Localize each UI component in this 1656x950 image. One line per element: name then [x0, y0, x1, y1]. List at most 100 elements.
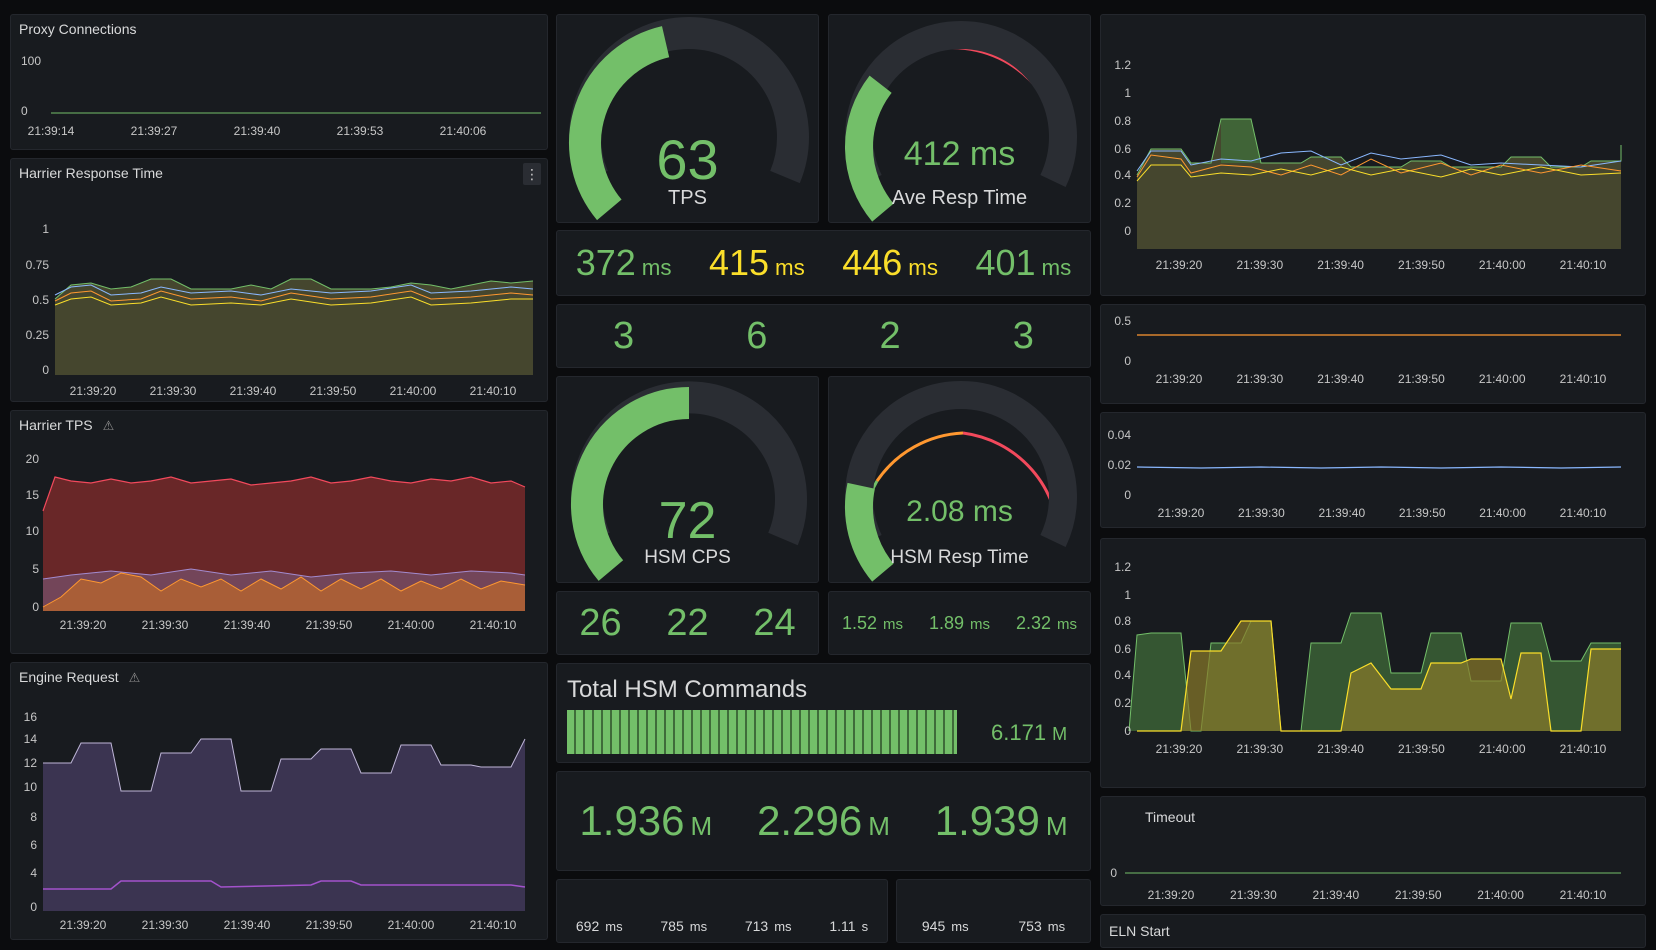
- x-tick-label: 21:39:20: [1156, 258, 1203, 272]
- x-tick-label: 21:39:50: [1395, 888, 1442, 902]
- time-stat-1: 692 ms: [575, 918, 623, 934]
- harrier-response-time-panel[interactable]: Harrier Response Time ⋮ 1 0.75 0.5 0.25 0 21:…: [10, 158, 548, 402]
- right-chart-2-panel[interactable]: 0.5 0 21:39:20 21:39:30 21:39:40 21:39:50 21:4…: [1100, 304, 1646, 404]
- y-tick-label: 15: [26, 488, 40, 502]
- y-tick-label: 0.04: [1108, 428, 1132, 442]
- x-tick-label: 21:39:53: [337, 124, 384, 138]
- x-tick-label: 21:40:10: [1560, 372, 1607, 386]
- y-tick-label: 1: [1124, 86, 1131, 100]
- panel-title: Engine Request ⚠: [19, 669, 140, 686]
- x-tick-label: 21:39:30: [150, 384, 197, 398]
- count-stat-1: 3: [613, 314, 635, 357]
- x-tick-label: 21:39:40: [1317, 372, 1364, 386]
- proxy-connections-panel[interactable]: Proxy Connections 100 0 21:39:14 21:39:27 21…: [10, 14, 548, 150]
- gauge-value: 63: [656, 128, 719, 191]
- gauge-label: HSM CPS: [644, 547, 731, 568]
- y-tick-label: 12: [24, 756, 38, 770]
- harrier-tps-chart: 20 15 10 5 0 21:39:20 21:39:30 21:39:40 21:39:50…: [26, 452, 526, 632]
- y-tick-label: 100: [21, 54, 41, 68]
- gauge-label: HSM Resp Time: [890, 547, 1029, 568]
- count-stat-3: 2: [879, 314, 901, 357]
- bottom-right-times-panel[interactable]: 945 ms 753 ms: [896, 879, 1091, 943]
- panel-title: Harrier Response Time: [19, 165, 163, 181]
- engine-request-panel[interactable]: Engine Request ⚠ 16 14 12 10 8 6 4 0 21:39:20 21:3…: [10, 662, 548, 940]
- x-tick-label: 21:40:10: [1560, 258, 1607, 272]
- x-tick-label: 21:39:20: [1158, 506, 1205, 520]
- right-chart-1-panel[interactable]: 1.2 1 0.8 0.6 0.4 0.2 0 21:39:20 21:39:30 21:39:4…: [1100, 14, 1646, 296]
- engine-request-chart: 16 14 12 10 8 6 4 0 21:39:20 21:39:30 21:39:40 21:3…: [24, 710, 526, 932]
- hsm-times-panel[interactable]: 1.52 ms 1.89 ms 2.32 ms: [828, 591, 1091, 655]
- hsm-cps-gauge-panel[interactable]: 72 HSM CPS: [556, 376, 819, 583]
- eln-start-panel[interactable]: ELN Start: [1100, 914, 1646, 948]
- hsm-counts-panel[interactable]: 26 22 24: [556, 591, 819, 655]
- y-tick-label: 0: [1124, 224, 1131, 238]
- tps-gauge-panel[interactable]: 63 TPS: [556, 14, 819, 223]
- x-tick-label: 21:39:14: [28, 124, 75, 138]
- hsm-time-1: 1.52 ms: [841, 612, 904, 633]
- y-tick-label: 0: [1110, 866, 1117, 880]
- harrier-tps-panel[interactable]: Harrier TPS ⚠ 20 15 10 5 0 21:39:20 21:39:30 21:…: [10, 410, 548, 654]
- x-tick-label: 21:40:00: [388, 918, 435, 932]
- time-stat-3: 713 ms: [744, 918, 792, 934]
- x-tick-label: 21:39:50: [306, 918, 353, 932]
- time-stat-2: 785 ms: [660, 918, 708, 934]
- y-tick-label: 0.25: [26, 328, 50, 342]
- hsm-resp-gauge: [844, 381, 1077, 582]
- gauge-value: 2.08 ms: [906, 495, 1013, 528]
- y-tick-label: 0.8: [1114, 114, 1131, 128]
- harrier-response-chart: 1 0.75 0.5 0.25 0 21:39:20 21:39:30 21:39:40 21:…: [26, 222, 534, 398]
- ave-resp-time-gauge-panel[interactable]: 412 ms Ave Resp Time: [828, 14, 1091, 223]
- x-tick-label: 21:39:20: [1148, 888, 1195, 902]
- y-tick-label: 0.4: [1114, 168, 1131, 182]
- y-tick-label: 0.75: [26, 258, 50, 272]
- y-tick-label: 0: [32, 600, 39, 614]
- right-chart-4-panel[interactable]: 1.2 1 0.8 0.6 0.4 0.2 0 21:39:20 21:39:30 21:39:4…: [1100, 538, 1646, 788]
- warning-icon[interactable]: ⚠: [102, 418, 115, 433]
- count-stats-panel[interactable]: 3 6 2 3: [556, 304, 1091, 368]
- x-tick-label: 21:40:00: [1479, 258, 1526, 272]
- y-tick-label: 4: [30, 866, 37, 880]
- tps-gauge: [569, 17, 809, 221]
- hsm-resp-time-gauge-panel[interactable]: 2.08 ms HSM Resp Time: [828, 376, 1091, 583]
- x-tick-label: 21:39:30: [1236, 372, 1283, 386]
- x-tick-label: 21:40:00: [390, 384, 437, 398]
- gauge-value: 72: [658, 492, 717, 550]
- y-tick-label: 0: [21, 104, 28, 118]
- bottom-left-times-panel[interactable]: 692 ms 785 ms 713 ms 1.11 s: [556, 879, 888, 943]
- x-tick-label: 21:39:30: [1236, 742, 1283, 756]
- time-stat-6: 753 ms: [1018, 918, 1066, 934]
- x-tick-label: 21:40:10: [470, 618, 517, 632]
- x-tick-label: 21:39:40: [230, 384, 277, 398]
- timeout-panel[interactable]: Timeout 0 21:39:20 21:39:30 21:39:40 21:39:5…: [1100, 796, 1646, 906]
- right-chart-3-panel[interactable]: 0.04 0.02 0 21:39:20 21:39:30 21:39:40 21:39:5…: [1100, 412, 1646, 528]
- response-stats-panel[interactable]: 372 ms 415 ms 446 ms 401 ms: [556, 230, 1091, 296]
- hsm-count-3: 24: [753, 601, 796, 644]
- x-tick-label: 21:39:30: [1236, 258, 1283, 272]
- y-tick-label: 0: [30, 900, 37, 914]
- x-tick-label: 21:40:10: [1560, 742, 1607, 756]
- panel-title: Total HSM Commands: [567, 676, 808, 703]
- x-tick-label: 21:40:00: [1477, 888, 1524, 902]
- warning-icon[interactable]: ⚠: [128, 670, 141, 685]
- x-tick-label: 21:40:10: [1560, 888, 1607, 902]
- y-tick-label: 0.6: [1114, 642, 1131, 656]
- y-tick-label: 1: [42, 222, 49, 236]
- y-tick-label: 20: [26, 452, 40, 466]
- panel-title: ELN Start: [1109, 923, 1170, 939]
- y-tick-label: 0.4: [1114, 668, 1131, 682]
- x-tick-label: 21:40:06: [440, 124, 487, 138]
- time-stat-4: 1.11 s: [829, 918, 869, 934]
- kebab-menu-icon[interactable]: ⋮: [523, 163, 541, 185]
- total-hsm-commands-panel[interactable]: Total HSM Commands 6.171 M: [556, 663, 1091, 763]
- total-value: 6.171 M: [991, 720, 1068, 745]
- y-tick-label: 1.2: [1114, 58, 1131, 72]
- gauge-label: Ave Resp Time: [891, 187, 1028, 209]
- proxy-chart: 100 021:39:14 21:39:27 21:39:40 21:39:53 21:4…: [21, 54, 541, 138]
- y-tick-label: 0: [1124, 724, 1131, 738]
- x-tick-label: 21:40:00: [388, 618, 435, 632]
- x-tick-label: 21:39:50: [1398, 372, 1445, 386]
- millions-panel[interactable]: 1.936 M 2.296 M 1.939 M: [556, 771, 1091, 871]
- panel-title: Proxy Connections: [19, 21, 137, 37]
- right-chart-4: 1.2 1 0.8 0.6 0.4 0.2 0 21:39:20 21:39:30 21:39:4…: [1114, 560, 1621, 756]
- x-tick-label: 21:40:00: [1479, 742, 1526, 756]
